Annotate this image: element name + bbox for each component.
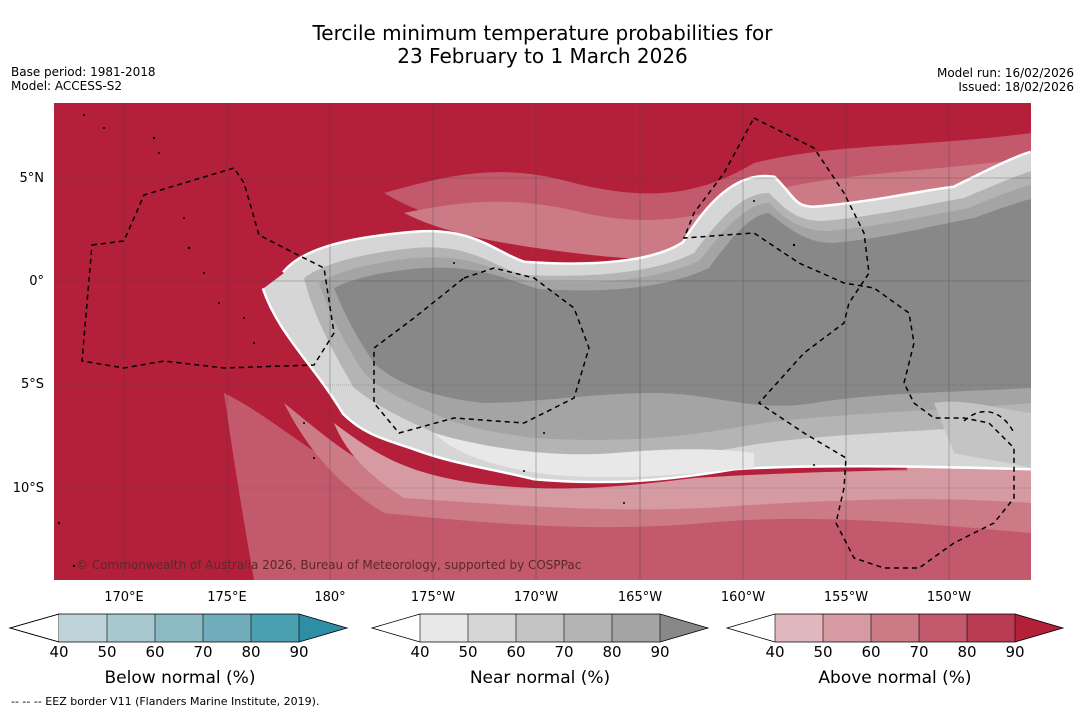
meta-left: Base period: 1981-2018 Model: ACCESS-S2	[11, 65, 156, 93]
above-swatch-40	[775, 614, 823, 642]
below-extend-left	[8, 613, 60, 643]
below-swatch-80	[251, 614, 299, 642]
colorbar-below	[8, 613, 349, 643]
below-swatch-60	[155, 614, 203, 642]
above-tick-70: 70	[909, 643, 929, 661]
lon-label-155w: 155°W	[823, 590, 869, 605]
lon-label-165w: 165°W	[617, 590, 663, 605]
graticule	[54, 103, 1031, 580]
eez-cook-north	[963, 410, 1015, 434]
lat-label-5n: 5°N	[19, 171, 45, 186]
lon-label-175e: 175°E	[207, 590, 247, 605]
lon-label-175w: 175°W	[410, 590, 456, 605]
above-tick-90: 90	[1005, 643, 1025, 661]
copyright-notice: © Commonwealth of Australia 2026, Bureau…	[76, 558, 582, 572]
islands	[57, 114, 815, 568]
near-band-max	[334, 199, 1031, 406]
model-name: Model: ACCESS-S2	[11, 79, 123, 93]
eez-borders	[81, 117, 1015, 569]
above-extend-right	[1015, 614, 1063, 642]
below-tick-70: 70	[193, 643, 213, 661]
above-swatch-80	[967, 614, 1015, 642]
above-swatch-60	[871, 614, 919, 642]
below-swatch-70	[203, 614, 251, 642]
above-tick-80: 80	[957, 643, 977, 661]
above-swatch-50	[823, 614, 871, 642]
colorbar-title-below: Below normal (%)	[104, 668, 256, 688]
eez-footnote: -- -- -- EEZ border V11 (Flanders Marine…	[11, 695, 320, 708]
meta-right: Model run: 16/02/2026 Issued: 18/02/2026	[937, 66, 1074, 94]
title-line-1: Tercile minimum temperature probabilitie…	[312, 21, 773, 45]
near-tick-90: 90	[650, 643, 670, 661]
above-swatch-70	[919, 614, 967, 642]
lon-label-160w: 160°W	[720, 590, 766, 605]
probability-map[interactable]: © Commonwealth of Australia 2026, Bureau…	[54, 103, 1031, 580]
near-swatch-50	[468, 614, 516, 642]
near-tick-40: 40	[410, 643, 430, 661]
colorbars	[8, 613, 1065, 643]
colorbar-near	[370, 613, 710, 643]
below-tick-40: 40	[49, 643, 69, 661]
above-tick-40: 40	[765, 643, 785, 661]
lon-label-170w: 170°W	[513, 590, 559, 605]
below-tick-50: 50	[97, 643, 117, 661]
title-line-2: 23 February to 1 March 2026	[397, 44, 688, 68]
above-band-north-60	[404, 158, 1031, 259]
colorbar-above	[725, 613, 1065, 643]
colorbar-title-near: Near normal (%)	[469, 668, 611, 688]
eez-tokelau	[373, 267, 590, 434]
below-extend-right	[299, 614, 347, 642]
above-extend-left	[727, 614, 775, 642]
issued-date: Issued: 18/02/2026	[958, 80, 1074, 94]
near-tick-80: 80	[602, 643, 622, 661]
near-patch-south	[434, 433, 754, 478]
model-run: Model run: 16/02/2026	[936, 66, 1074, 80]
near-tick-70: 70	[554, 643, 574, 661]
below-swatch-50	[107, 614, 155, 642]
lon-label-180: 180°	[314, 590, 346, 605]
near-swatch-40	[420, 614, 468, 642]
below-tick-90: 90	[289, 643, 309, 661]
below-tick-60: 60	[145, 643, 165, 661]
lat-label-5s: 5°S	[20, 377, 44, 392]
above-tick-50: 50	[813, 643, 833, 661]
map-title: Tercile minimum temperature probabilitie…	[0, 22, 1085, 68]
above-tick-60: 60	[861, 643, 881, 661]
lat-label-10s: 10°S	[12, 481, 44, 496]
near-swatch-70	[564, 614, 612, 642]
lat-label-0: 0°	[29, 274, 44, 289]
near-swatch-80	[612, 614, 660, 642]
near-tick-60: 60	[506, 643, 526, 661]
near-extend-left	[372, 614, 420, 642]
lon-label-150w: 150°W	[926, 590, 972, 605]
map-canvas	[54, 103, 1031, 580]
near-extend-right	[660, 614, 708, 642]
near-tick-50: 50	[458, 643, 478, 661]
base-period: Base period: 1981-2018	[11, 65, 156, 79]
eez-kiribati-line	[682, 117, 1015, 569]
lon-label-170e: 170°E	[104, 590, 144, 605]
below-tick-80: 80	[241, 643, 261, 661]
below-swatch-40	[59, 614, 107, 642]
colorbar-title-above: Above normal (%)	[818, 668, 972, 688]
near-swatch-60	[516, 614, 564, 642]
